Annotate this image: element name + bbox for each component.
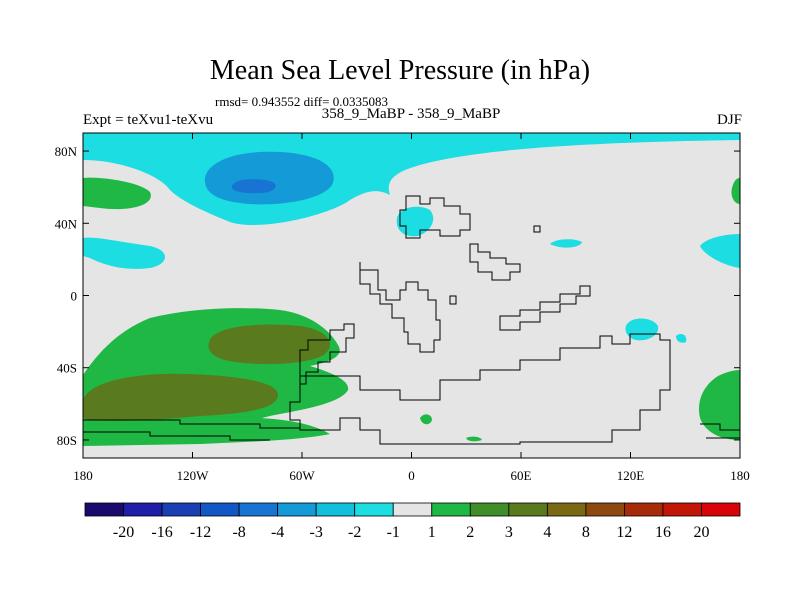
colorbar: -20 -16 -12 -8 -4 -3 -2 -1 1 2 3 4 8 12 16 20 [84, 502, 741, 541]
contour-green-nw [83, 177, 151, 210]
x-tick-label: 180 [730, 468, 750, 483]
coastline-europe [399, 195, 471, 239]
contour-cyan-asia [550, 239, 582, 248]
colorbar-swatch [624, 502, 664, 517]
colorbar-swatch [701, 502, 741, 517]
contour-green-small-a [420, 414, 432, 425]
colorbar-swatch [431, 502, 471, 517]
colorbar-label: 4 [543, 524, 551, 541]
x-tick-label: 120E [617, 468, 645, 483]
contour-green-se [698, 370, 740, 440]
coastline-india [499, 285, 591, 331]
coastline-pacific-edge [700, 423, 740, 439]
axis-ticks: 180 120W 60W 0 60E 120E 180 80N 40N 0 40S 80S [55, 133, 750, 483]
colorbar-label: 12 [616, 524, 632, 541]
colorbar-swatch [354, 502, 394, 517]
colorbar-swatch [315, 502, 356, 517]
colorbar-label: 3 [505, 524, 513, 541]
y-tick-label: 40S [57, 361, 77, 376]
colorbar-label: -4 [271, 524, 284, 541]
colorbar-label: 20 [693, 524, 709, 541]
coastline-island-a [449, 295, 457, 305]
contour-olive-core-b [83, 373, 279, 421]
contour-blue-core [204, 151, 334, 205]
y-tick-label: 0 [71, 289, 78, 304]
colorbar-label: 1 [428, 524, 436, 541]
x-tick-label: 0 [408, 468, 415, 483]
contour-green-band [83, 418, 330, 446]
x-tick-label: 180 [73, 468, 93, 483]
experiment-label: Expt = teXvu1-teXvu [83, 112, 214, 128]
contour-cyan-east [700, 234, 740, 268]
contour-deep-blue-core [231, 179, 276, 194]
coastline-africa [359, 262, 441, 353]
season-label: DJF [716, 112, 742, 128]
contour-cyan-west [83, 237, 165, 269]
colorbar-label: -3 [310, 524, 323, 541]
colorbar-swatch [200, 502, 240, 517]
colorbar-swatch [585, 502, 625, 517]
chart-title: Mean Sea Level Pressure (in hPa) [209, 55, 591, 86]
colorbar-swatch [662, 502, 702, 517]
colorbar-label: 2 [466, 524, 474, 541]
coastline-south-band [83, 419, 300, 441]
coastline-south-america [299, 323, 355, 385]
contour-cyan-pacific [625, 318, 659, 341]
contour-olive-core-a [208, 324, 331, 365]
colorbar-label: -2 [348, 524, 361, 541]
colorbar-label: 16 [655, 524, 671, 541]
colorbar-swatch [508, 502, 548, 517]
colorbar-swatch [277, 502, 317, 517]
colorbar-swatch [84, 502, 124, 517]
colorbar-label: -20 [113, 524, 134, 541]
colorbar-swatch [469, 502, 510, 517]
y-tick-label: 80S [57, 433, 77, 448]
contour-cyan-pacific-small [676, 334, 687, 343]
stats-label: rmsd= 0.943552 diff= 0.0335083 [215, 94, 388, 109]
colorbar-label: -8 [232, 524, 245, 541]
colorbar-label: -1 [387, 524, 400, 541]
x-tick-label: 60W [289, 468, 315, 483]
colorbar-label: -12 [190, 524, 211, 541]
colorbar-swatch [392, 502, 433, 517]
coastline-antarctic-south [289, 333, 671, 445]
colorbar-swatch [238, 502, 279, 517]
coastline-island-b [533, 225, 541, 233]
contour-green-small-b [466, 436, 482, 442]
colorbar-swatch [546, 502, 587, 517]
contour-green-ne [731, 178, 740, 204]
coastlines [83, 195, 740, 445]
x-tick-label: 60E [511, 468, 532, 483]
colorbar-label: -16 [151, 524, 172, 541]
colorbar-label: 8 [582, 524, 590, 541]
y-tick-label: 40N [55, 216, 78, 231]
colorbar-swatch [161, 502, 201, 517]
colorbar-swatch [123, 502, 163, 517]
period-label: 358_9_MaBP - 358_9_MaBP [321, 106, 501, 122]
y-tick-label: 80N [55, 144, 78, 159]
x-tick-label: 120W [177, 468, 210, 483]
coastline-asia [469, 243, 521, 281]
contour-fills [83, 133, 740, 446]
